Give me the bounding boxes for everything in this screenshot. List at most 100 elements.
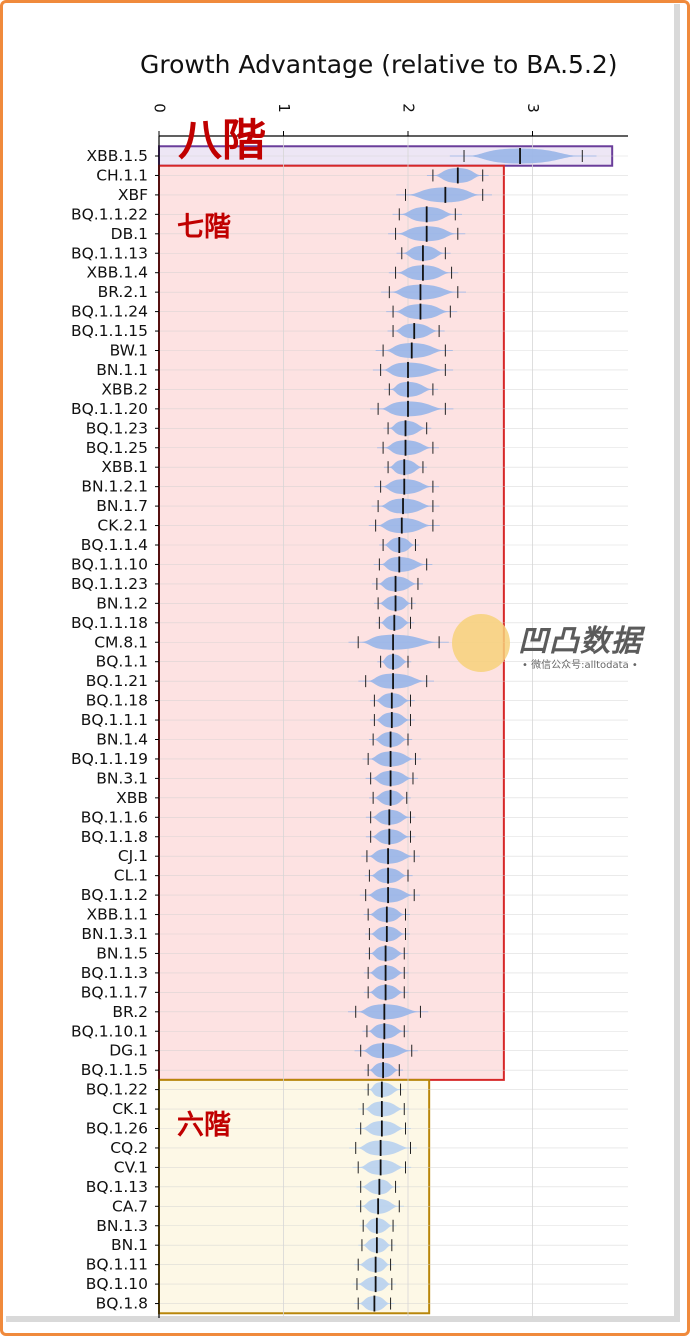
- y-tick-label: BQ.1.22: [86, 1081, 148, 1099]
- y-tick-label: BQ.1.1.7: [81, 983, 148, 1001]
- y-tick-label: BQ.1.8: [96, 1295, 148, 1313]
- y-tick-label: BQ.1.1.10: [71, 555, 148, 573]
- violin-body: [358, 634, 440, 650]
- group-label: 七階: [177, 212, 231, 243]
- violin-body: [365, 673, 427, 689]
- violin-body: [383, 343, 446, 358]
- y-tick-label: BN.1.2.1: [81, 478, 148, 496]
- y-tick-label: BW.1: [110, 342, 148, 360]
- violin-body: [360, 1043, 412, 1059]
- violin-body: [365, 887, 415, 903]
- y-tick-label: BN.1.3: [96, 1217, 148, 1235]
- violin-body: [375, 518, 433, 534]
- violin-body: [358, 1257, 391, 1273]
- y-tick-label: BN.1.1: [96, 361, 148, 379]
- y-tick-label: BQ.1.1.13: [71, 244, 148, 262]
- y-tick-label: CJ.1: [118, 847, 148, 865]
- violin-body: [370, 809, 411, 825]
- watermark-subtitle: • 微信公众号:alltodata •: [522, 660, 638, 671]
- y-tick-label: BQ.1.10.1: [71, 1022, 148, 1040]
- violin-body: [383, 440, 433, 456]
- y-tick-label: BN.1.5: [96, 944, 148, 962]
- y-tick-label: XBB.1.5: [87, 147, 148, 165]
- violin-body: [366, 848, 415, 864]
- y-tick-label: BQ.1.1.19: [71, 750, 148, 768]
- frame-shadow: [6, 4, 680, 1322]
- y-tick-label: BQ.1.11: [86, 1256, 148, 1274]
- violin-body: [389, 381, 433, 397]
- y-tick-label: BN.1.4: [96, 731, 148, 749]
- y-tick-label: CQ.2: [110, 1139, 148, 1157]
- violin-body: [376, 576, 418, 592]
- violin-body: [370, 770, 413, 786]
- y-tick-label: BQ.1.1.24: [71, 303, 148, 321]
- violin-body: [388, 420, 427, 436]
- y-tick-label: BQ.1.1.1: [81, 711, 148, 729]
- y-tick-label: CH.1.1: [96, 166, 148, 184]
- y-tick-label: CL.1: [114, 867, 148, 885]
- violin-body: [356, 1276, 392, 1292]
- violin-body: [358, 1159, 406, 1175]
- y-tick-label: XBB.1: [101, 458, 148, 476]
- violin-body: [360, 1179, 396, 1195]
- group-label: 八階: [178, 115, 266, 166]
- y-tick-label: CA.7: [112, 1197, 148, 1215]
- y-tick-label: XBF: [118, 186, 148, 204]
- x-tick-label: 0: [151, 103, 169, 113]
- y-tick-label: CM.8.1: [94, 633, 148, 651]
- violin-body: [370, 829, 411, 845]
- y-tick-label: BQ.1.26: [86, 1120, 148, 1138]
- violin-body: [360, 1198, 400, 1214]
- violin-body: [380, 362, 446, 378]
- y-tick-label: BQ.1.10: [86, 1275, 148, 1293]
- violin-body: [363, 1101, 405, 1117]
- violin-body: [368, 1082, 401, 1098]
- y-tick-label: BQ.1.25: [86, 439, 148, 457]
- y-tick-label: BN.3.1: [96, 769, 148, 787]
- y-tick-label: BQ.1.1: [96, 653, 148, 671]
- violin-body: [388, 459, 423, 475]
- violin-body: [368, 751, 416, 767]
- violin-body: [369, 945, 405, 961]
- y-tick-label: BQ.1.23: [86, 419, 148, 437]
- y-tick-label: BQ.1.1.18: [71, 614, 148, 632]
- y-tick-label: BQ.1.21: [86, 672, 148, 690]
- violin-body: [464, 148, 583, 164]
- y-tick-label: BQ.1.1.6: [81, 808, 148, 826]
- violin-body: [360, 1121, 406, 1136]
- y-tick-label: DB.1: [111, 225, 148, 243]
- y-tick-label: XBB.2: [101, 380, 148, 398]
- y-tick-label: BN.1.2: [96, 594, 148, 612]
- y-tick-label: CK.1: [112, 1100, 148, 1118]
- violin-body: [379, 556, 427, 572]
- violin-body: [378, 498, 433, 514]
- violin-body: [393, 323, 440, 339]
- y-tick-label: BQ.1.13: [86, 1178, 148, 1196]
- y-tick-label: BQ.1.1.3: [81, 964, 148, 982]
- x-tick-label: 2: [400, 103, 418, 113]
- violin-body: [380, 479, 433, 495]
- watermark: 凹凸数据 • 微信公众号:alltodata •: [452, 614, 656, 674]
- violin-body: [355, 1140, 411, 1156]
- y-tick-label: BQ.1.18: [86, 692, 148, 710]
- y-tick-label: BR.2.1: [98, 283, 148, 301]
- y-tick-label: BQ.1.1.20: [71, 400, 148, 418]
- violin-body: [378, 401, 446, 417]
- y-tick-label: BQ.1.1.5: [81, 1061, 148, 1079]
- y-tick-label: XBB.1.4: [87, 264, 148, 282]
- x-tick-label: 1: [275, 103, 293, 113]
- violin-body: [366, 1023, 405, 1039]
- group-box: [158, 1078, 431, 1315]
- violin-body: [380, 654, 408, 670]
- y-tick-label: DG.1: [109, 1042, 148, 1060]
- y-tick-label: BN.1.3.1: [81, 925, 148, 943]
- watermark-logo-text: 凹凸数据: [518, 624, 642, 659]
- violin-body: [389, 284, 458, 300]
- x-tick-label: 3: [524, 103, 542, 113]
- watermark-logo-icon: [452, 614, 510, 672]
- y-tick-label: BR.2: [112, 1003, 148, 1021]
- y-tick-label: BQ.1.1.23: [71, 575, 148, 593]
- y-tick-label: XBB.1.1: [87, 906, 148, 924]
